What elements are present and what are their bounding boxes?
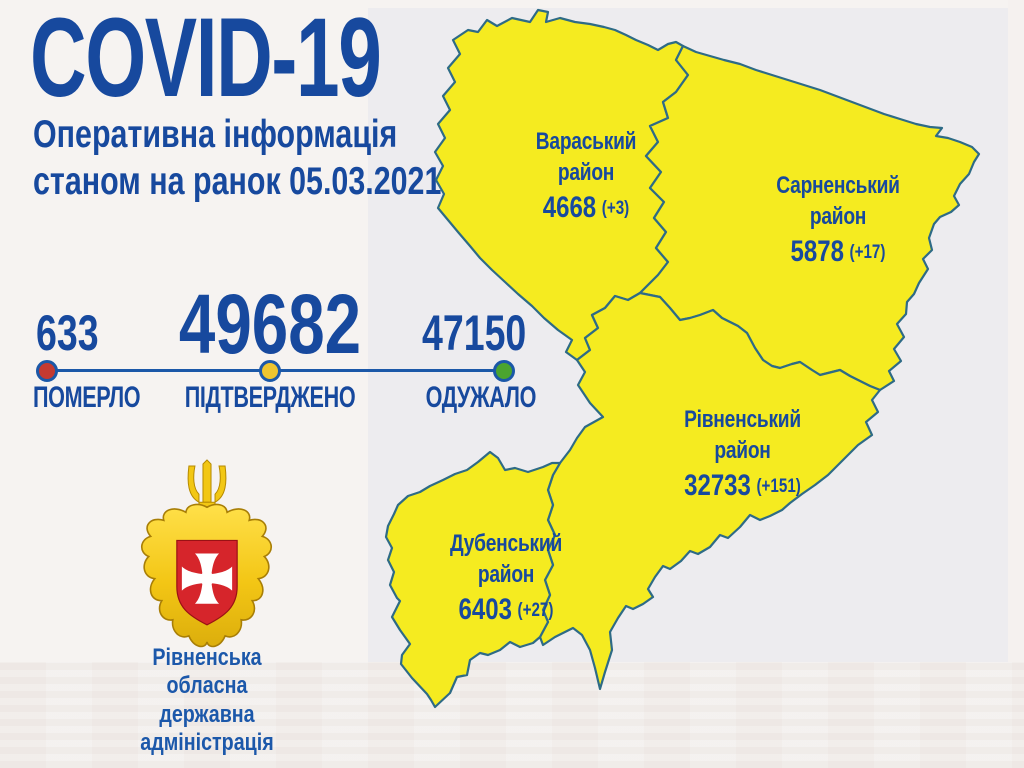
recovered-dot-icon (493, 360, 515, 382)
recovered-count: 47150 (422, 305, 527, 361)
district-name-line2: район (557, 159, 615, 186)
rivne-coat-of-arms-icon (140, 459, 273, 648)
right-edge-strip (1008, 0, 1024, 768)
as-of-date: 05.03.2021 (289, 160, 442, 203)
died-label: ПОМЕРЛО (33, 381, 141, 414)
district-cases: 5878 (790, 235, 844, 268)
district-sarnenskyi-shape (638, 44, 981, 392)
district-label-rivnenskyi: Рівненський район 32733 (+151) (669, 404, 817, 503)
district-name-line2: район (809, 203, 867, 230)
page-subtitle: Оперативна інформація (33, 113, 398, 156)
as-of-line: станом на ранок 05.03.2021 (33, 160, 441, 205)
organization-name-line1: Рівненська обласна (152, 644, 262, 700)
district-dubenskyi-shape (384, 450, 562, 709)
district-name-line2: район (477, 561, 535, 588)
cross-pattee-icon (181, 553, 233, 604)
district-name: Рівненський (684, 406, 801, 433)
died-dot-icon (36, 360, 58, 382)
page-title: COVID-19 (30, 0, 382, 120)
confirmed-count: 49682 (178, 277, 362, 371)
died-count: 633 (36, 305, 99, 361)
confirmed-dot-icon (259, 360, 281, 382)
bottom-texture-strip (0, 662, 1024, 768)
district-delta: (+3) (601, 198, 630, 219)
district-delta: (+27) (517, 600, 554, 621)
district-name: Сарненський (776, 172, 900, 199)
district-delta: (+151) (756, 476, 801, 497)
district-cases: 4668 (542, 191, 597, 224)
as-of-prefix: станом на ранок (33, 160, 290, 203)
district-label-sarnenskyi: Сарненський район 5878 (+17) (766, 170, 910, 269)
district-delta: (+17) (849, 242, 886, 263)
confirmed-label: ПІДТВЕРДЖЕНО (184, 381, 356, 414)
district-name: Дубенський (449, 530, 563, 557)
district-cases: 6403 (458, 593, 512, 626)
district-label-dubenskyi: Дубенський район 6403 (+27) (434, 528, 578, 627)
district-cases: 32733 (684, 469, 751, 502)
district-label-varaskyi: Вараський район 4668 (+3) (514, 126, 658, 225)
district-name-line2: район (714, 437, 771, 464)
district-name: Вараський (535, 128, 637, 155)
organization-name-line2: державна адміністрація (140, 700, 274, 756)
organization-name: Рівненська обласна державна адміністраці… (113, 644, 302, 757)
